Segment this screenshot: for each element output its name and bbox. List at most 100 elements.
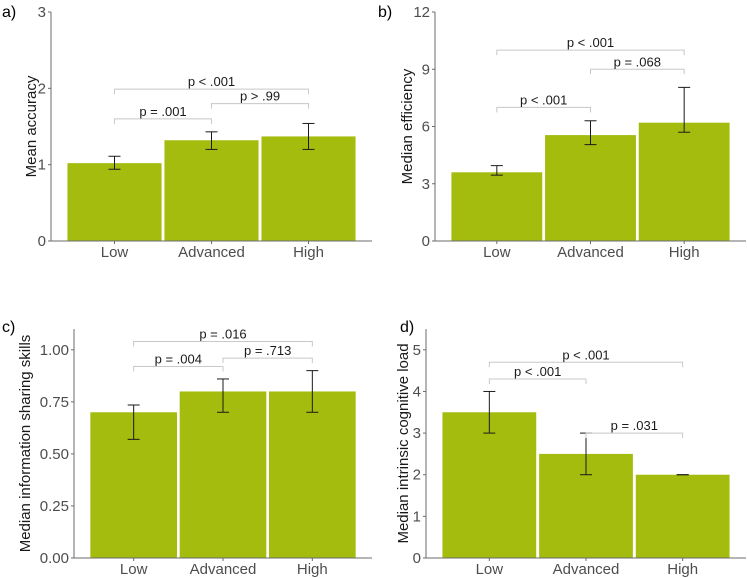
p-value-label: p < .001 (514, 364, 561, 379)
bar-high (261, 136, 356, 241)
error-bar-high (306, 370, 319, 413)
y-tick-label: 0 (413, 550, 421, 567)
p-value-label: p = .016 (199, 326, 246, 341)
significance-bracket: p < .001 (488, 364, 587, 384)
error-bar-high (302, 122, 315, 150)
bar-high (635, 474, 730, 558)
error-bar-high (678, 86, 691, 133)
bracket-line (114, 88, 309, 95)
y-tick-label: 4 (413, 383, 421, 400)
bracket-line (133, 365, 224, 372)
bracket-line (496, 106, 591, 113)
y-axis-title: Median information sharing skills (17, 335, 34, 553)
x-tick-label: High (293, 244, 324, 261)
y-tick-label: 0.00 (40, 550, 69, 567)
y-tick-label: 0.25 (40, 498, 69, 515)
bracket-line (488, 378, 587, 384)
significance-bracket: p = .031 (585, 418, 684, 439)
error-bar-advanced (584, 120, 597, 146)
p-value-label: p = .001 (139, 104, 186, 119)
panel-a: a) Mean accuracy p = .001 p > .99 p < .001 0 1… (2, 4, 372, 261)
significance-bracket: p = .713 (222, 343, 313, 364)
p-value-label: p = .004 (155, 351, 202, 366)
x-tick-label: Advanced (553, 561, 620, 578)
y-tick-label: 1.00 (40, 342, 69, 359)
y-tick-label: 3 (422, 176, 430, 193)
significance-bracket: p = .068 (590, 54, 685, 75)
x-tick-label: Advanced (557, 244, 624, 261)
x-tick-label: High (297, 561, 328, 578)
panel-d: d) Median intrinsic cognitive load p < .00… (395, 319, 746, 578)
panel-label: a) (2, 4, 16, 21)
p-value-label: p < .001 (520, 92, 567, 107)
bar-high (269, 391, 356, 558)
y-tick-label: 1 (413, 508, 421, 525)
y-tick-label: 5 (413, 342, 421, 359)
y-tick-label: 12 (413, 4, 430, 21)
x-tick-label: Low (483, 244, 511, 261)
error-bar-advanced (217, 378, 229, 413)
panel-label: d) (400, 319, 414, 336)
bracket-line (222, 357, 313, 364)
bar-advanced (179, 391, 267, 558)
y-tick-label: 2 (413, 467, 421, 484)
y-tick-label: 6 (422, 119, 430, 136)
significance-bracket: p > .99 (211, 89, 309, 109)
x-tick-label: Low (476, 561, 504, 578)
bracket-line (590, 68, 685, 75)
x-tick-label: Advanced (190, 561, 257, 578)
bracket-line (496, 49, 685, 56)
bar-low (67, 163, 162, 241)
panel-label: c) (2, 319, 15, 336)
x-tick-label: High (667, 561, 698, 578)
y-tick-label: 3 (413, 425, 421, 442)
y-tick-label: 0 (38, 233, 46, 250)
significance-bracket: p = .001 (114, 104, 212, 124)
bracket-line (488, 361, 684, 368)
error-bar-low (127, 404, 140, 440)
error-bar-advanced (205, 131, 218, 150)
panel-label: b) (378, 4, 392, 21)
p-value-label: p < .001 (567, 35, 614, 50)
error-bar-low (483, 390, 496, 434)
bracket-line (114, 118, 212, 124)
significance-bracket: p = .004 (133, 351, 224, 372)
significance-bracket: p < .001 (114, 74, 309, 95)
y-tick-label: 3 (38, 4, 46, 21)
x-tick-label: High (669, 244, 700, 261)
bar-low (442, 412, 537, 558)
p-value-label: p = .068 (614, 54, 661, 69)
significance-bracket: p = .016 (133, 326, 313, 347)
error-bar-low (108, 155, 121, 170)
bracket-line (211, 103, 309, 109)
x-tick-label: Advanced (178, 244, 245, 261)
bracket-line (133, 340, 313, 347)
y-tick-label: 0 (422, 233, 430, 250)
p-value-label: p < .001 (188, 74, 235, 89)
error-bar-low (490, 165, 503, 176)
y-tick-label: 0.50 (40, 446, 69, 463)
bar-advanced (545, 135, 636, 241)
y-axis-title: Mean accuracy (23, 75, 40, 177)
y-tick-label: 0.75 (40, 394, 69, 411)
p-value-label: p > .99 (240, 89, 280, 104)
significance-bracket: p < .001 (496, 35, 685, 56)
p-value-label: p = .031 (611, 418, 658, 433)
y-tick-label: 9 (422, 61, 430, 78)
panel-c: c)Median information sharing skills p = .… (2, 319, 372, 578)
y-tick-label: 2 (38, 80, 46, 97)
significance-bracket: p < .001 (496, 92, 591, 113)
x-tick-label: Low (120, 561, 148, 578)
x-tick-label: Low (101, 244, 129, 261)
y-tick-label: 1 (38, 157, 46, 174)
y-axis-title: Median intrinsic cognitive load (395, 343, 412, 543)
y-axis-title: Median efficiency (399, 68, 416, 184)
bracket-line (585, 432, 684, 439)
p-value-label: p < .001 (562, 347, 609, 362)
bar-advanced (164, 140, 259, 241)
bar-high (638, 122, 730, 241)
bar-low (451, 172, 543, 241)
significance-bracket: p < .001 (488, 347, 684, 368)
